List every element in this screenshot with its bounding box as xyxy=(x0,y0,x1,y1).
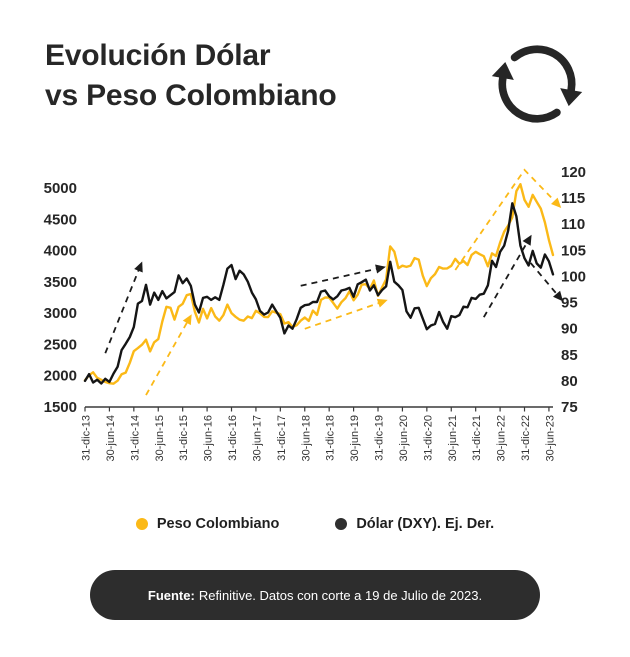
x-tick-label: 31-dic-22 xyxy=(520,415,532,461)
right-axis-label: 80 xyxy=(561,373,578,390)
trend-2018-cop-up xyxy=(304,301,383,330)
right-axis-label: 90 xyxy=(561,321,578,338)
right-axis-label: 105 xyxy=(561,242,586,259)
left-axis-label: 4000 xyxy=(44,243,77,260)
x-tick-label: 31-dic-14 xyxy=(129,415,141,461)
x-tick-label: 30-jun-18 xyxy=(300,415,312,461)
right-axis-label: 85 xyxy=(561,347,578,364)
series-line-peso xyxy=(83,183,555,385)
legend-label-peso: Peso Colombiano xyxy=(156,516,280,532)
x-tick-label: 31-dic-19 xyxy=(374,415,386,461)
x-tick-label: 31-dic-20 xyxy=(422,415,434,461)
left-axis-label: 5000 xyxy=(44,180,77,197)
x-tick-label: 30-jun-23 xyxy=(544,415,556,461)
legend-item-dxy: Dólar (DXY). Ej. Der. xyxy=(335,516,494,532)
sync-refresh-icon xyxy=(491,45,583,123)
legend-label-dxy: Dólar (DXY). Ej. Der. xyxy=(356,516,495,532)
left-axis-label: 1500 xyxy=(44,399,77,416)
left-axis-label: 3000 xyxy=(44,305,77,322)
x-tick-label: 30-jun-16 xyxy=(203,415,215,461)
x-tick-label: 30-jun-17 xyxy=(251,415,263,461)
source-text: Refinitive. Datos con corte a 19 de Juli… xyxy=(198,587,483,603)
x-tick-label: 31-dic-18 xyxy=(325,415,337,461)
x-tick-label: 30-jun-20 xyxy=(398,415,410,461)
right-axis-label: 100 xyxy=(561,268,586,285)
x-tick-label: 31-dic-16 xyxy=(227,415,239,461)
trend-arrowhead xyxy=(551,197,562,208)
left-axis-label: 4500 xyxy=(44,211,77,228)
trend-2023-dxy-down xyxy=(529,262,560,298)
chart-canvas: 31-dic-13 30-jun-14 31-dic-14 30-jun-15 31-d… xyxy=(44,164,586,461)
right-axis-label: 95 xyxy=(561,295,578,312)
x-tick-label: 30-jun-15 xyxy=(154,415,166,461)
trend-2022-dxy-up xyxy=(483,239,530,318)
trend-arrowhead xyxy=(375,264,386,274)
trend-arrowhead xyxy=(182,314,192,326)
exchange-rate-chart: 31-dic-13 30-jun-14 31-dic-14 30-jun-15 31-d… xyxy=(0,155,630,507)
source-label: Fuente: xyxy=(147,587,195,603)
trend-arrowhead xyxy=(134,261,143,273)
trend-2015-cop-up xyxy=(145,318,190,396)
left-axis-label: 2500 xyxy=(44,336,77,353)
title-line-1: Evolución Dólar xyxy=(45,39,271,72)
series-line-dxy xyxy=(83,202,555,385)
right-axis-label: 115 xyxy=(561,190,585,207)
trend-arrowhead xyxy=(376,298,388,308)
x-tick-label: 31-dic-17 xyxy=(276,415,288,461)
x-tick-label: 30-jun-19 xyxy=(349,415,361,461)
trend-2022-cop-updown xyxy=(454,168,558,271)
chart-legend: Peso Colombiano Dólar (DXY). Ej. Der. xyxy=(0,516,630,532)
x-tick-label: 30-jun-22 xyxy=(496,415,508,461)
page-title: Evolución Dólar vs Peso Colombiano xyxy=(45,36,337,116)
left-axis-label: 2000 xyxy=(44,368,77,385)
title-line-2: vs Peso Colombiano xyxy=(45,79,337,112)
trend-2018-dxy-up xyxy=(300,267,381,287)
peso-legend-dot-icon xyxy=(135,518,148,530)
dxy-legend-dot-icon xyxy=(335,518,348,530)
left-axis-label: 3500 xyxy=(44,274,77,291)
trend-arrowhead xyxy=(522,234,532,246)
trend-2014-dxy-up xyxy=(104,266,141,354)
legend-item-peso: Peso Colombiano xyxy=(135,516,280,532)
source-footer: Fuente: Refinitive. Datos con corte a 19… xyxy=(90,570,540,620)
x-tick-label: 31-dic-13 xyxy=(81,415,93,461)
right-axis-label: 75 xyxy=(561,399,578,416)
x-tick-label: 30-jun-14 xyxy=(105,415,117,461)
right-axis-label: 120 xyxy=(561,164,586,181)
x-tick-label: 31-dic-21 xyxy=(471,415,483,461)
x-tick-label: 31-dic-15 xyxy=(178,415,190,461)
right-axis-label: 110 xyxy=(561,216,585,233)
trend-arrowhead xyxy=(553,290,563,302)
x-tick-label: 30-jun-21 xyxy=(447,415,459,461)
